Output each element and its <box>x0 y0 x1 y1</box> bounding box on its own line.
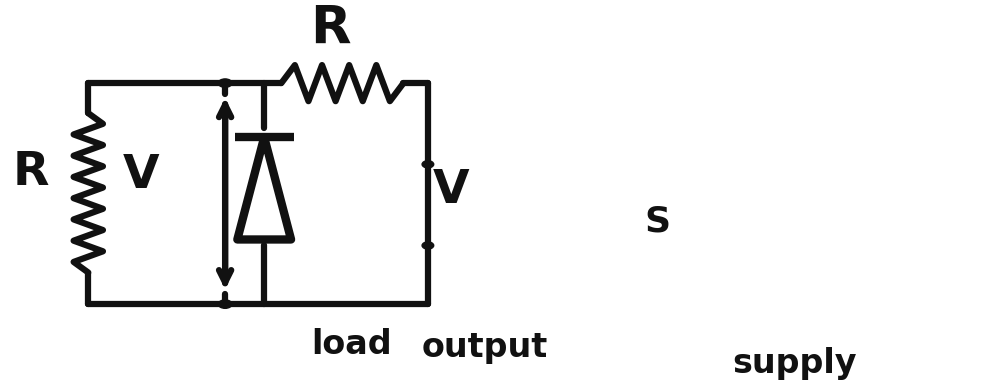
Text: supply: supply <box>732 346 856 380</box>
Circle shape <box>218 300 232 308</box>
Circle shape <box>422 161 434 168</box>
Text: S: S <box>645 204 671 238</box>
Text: V: V <box>122 153 159 198</box>
Text: R: R <box>13 151 49 195</box>
Text: V: V <box>433 168 469 214</box>
Text: load: load <box>312 329 392 361</box>
Text: output: output <box>422 332 548 364</box>
Circle shape <box>218 79 232 87</box>
Circle shape <box>422 242 434 249</box>
Text: R: R <box>311 3 351 55</box>
